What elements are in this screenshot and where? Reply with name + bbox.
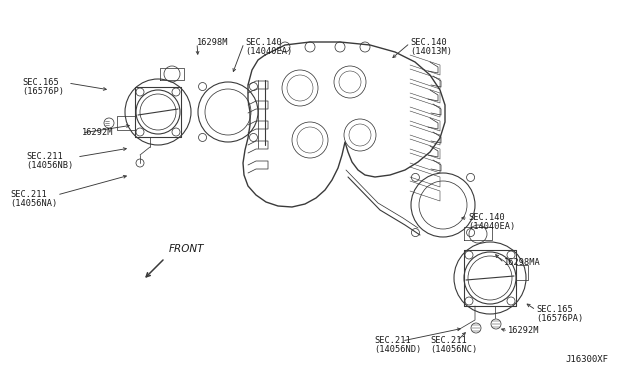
- Text: SEC.165: SEC.165: [22, 78, 59, 87]
- Text: SEC.211: SEC.211: [374, 336, 411, 345]
- Text: SEC.211: SEC.211: [10, 190, 47, 199]
- Text: (16576P): (16576P): [22, 87, 64, 96]
- Text: SEC.211: SEC.211: [26, 152, 63, 161]
- Text: (14056NA): (14056NA): [10, 199, 57, 208]
- Text: 16292M: 16292M: [82, 128, 113, 137]
- Text: SEC.140: SEC.140: [468, 213, 505, 222]
- Text: J16300XF: J16300XF: [565, 355, 608, 364]
- Text: (14013M): (14013M): [410, 47, 452, 56]
- Text: SEC.140: SEC.140: [245, 38, 282, 47]
- Text: SEC.165: SEC.165: [536, 305, 573, 314]
- Text: (14056NC): (14056NC): [430, 345, 477, 354]
- Text: (14040EA): (14040EA): [245, 47, 292, 56]
- Text: (14056NB): (14056NB): [26, 161, 73, 170]
- Text: FRONT: FRONT: [169, 244, 205, 254]
- Text: 16298M: 16298M: [197, 38, 228, 47]
- Text: (16576PA): (16576PA): [536, 314, 583, 323]
- Text: 16298MA: 16298MA: [504, 258, 541, 267]
- Text: SEC.140: SEC.140: [410, 38, 447, 47]
- Text: 16292M: 16292M: [508, 326, 540, 335]
- Text: (14056ND): (14056ND): [374, 345, 421, 354]
- Text: (14040EA): (14040EA): [468, 222, 515, 231]
- Text: SEC.211: SEC.211: [430, 336, 467, 345]
